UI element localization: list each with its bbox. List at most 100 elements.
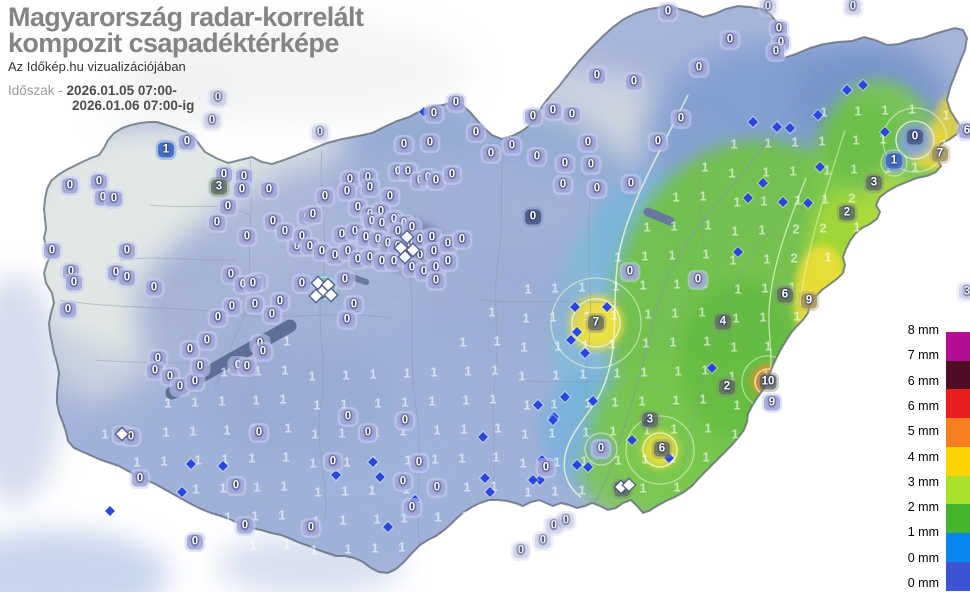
station-badge[interactable]: 0 bbox=[593, 441, 609, 457]
station-badge[interactable]: 0 bbox=[239, 229, 255, 245]
station-badge[interactable]: 0 bbox=[589, 68, 605, 84]
station-badge[interactable]: 0 bbox=[182, 342, 198, 358]
station-badge[interactable]: 0 bbox=[513, 543, 529, 559]
station-badge[interactable]: 7 bbox=[588, 315, 604, 331]
station-badge[interactable]: 0 bbox=[150, 351, 166, 367]
station-badge[interactable]: 0 bbox=[448, 95, 464, 111]
station-badge[interactable]: 0 bbox=[504, 138, 520, 154]
station-badge[interactable]: 0 bbox=[62, 178, 78, 194]
station-badge[interactable]: 0 bbox=[236, 169, 252, 185]
station-badge[interactable]: 7 bbox=[932, 146, 948, 162]
station-badge[interactable]: 0 bbox=[60, 302, 76, 318]
station-badge[interactable]: 0 bbox=[558, 513, 574, 529]
station-badge[interactable]: 0 bbox=[334, 227, 350, 243]
station-badge[interactable]: 0 bbox=[119, 270, 135, 286]
station-badge[interactable]: 0 bbox=[768, 44, 784, 60]
station-badge[interactable]: 0 bbox=[337, 272, 353, 288]
station-badge[interactable]: 0 bbox=[317, 189, 333, 205]
station-badge[interactable]: 0 bbox=[261, 182, 277, 198]
station-badge[interactable]: 2 bbox=[839, 205, 855, 221]
station-badge[interactable]: 0 bbox=[525, 209, 541, 225]
station-badge[interactable]: 0 bbox=[216, 167, 232, 183]
station-badge[interactable]: 0 bbox=[91, 174, 107, 190]
station-badge[interactable]: 0 bbox=[210, 310, 226, 326]
station-badge[interactable]: 0 bbox=[557, 156, 573, 172]
station-badge[interactable]: 0 bbox=[538, 460, 554, 476]
station-badge[interactable]: 0 bbox=[119, 243, 135, 259]
station-badge[interactable]: 0 bbox=[650, 134, 666, 150]
station-badge[interactable]: 0 bbox=[327, 248, 343, 264]
station-badge[interactable]: 0 bbox=[346, 297, 362, 313]
station-badge[interactable]: 0 bbox=[132, 471, 148, 487]
station-badge[interactable]: 0 bbox=[339, 312, 355, 328]
station-badge[interactable]: 0 bbox=[660, 4, 676, 20]
station-badge[interactable]: 0 bbox=[691, 60, 707, 76]
station-badge[interactable]: 2 bbox=[719, 379, 735, 395]
station-badge[interactable]: 0 bbox=[210, 90, 226, 106]
station-badge[interactable]: 0 bbox=[228, 478, 244, 494]
station-badge[interactable]: 0 bbox=[314, 244, 330, 260]
station-badge[interactable]: 0 bbox=[760, 0, 776, 15]
station-badge[interactable]: 6 bbox=[959, 123, 970, 139]
station-badge[interactable]: 0 bbox=[426, 106, 442, 122]
station-badge[interactable]: 0 bbox=[360, 425, 376, 441]
station-badge[interactable]: 0 bbox=[325, 454, 341, 470]
station-badge[interactable]: 0 bbox=[428, 173, 444, 189]
station-badge[interactable]: 0 bbox=[690, 272, 706, 288]
station-badge[interactable]: 0 bbox=[255, 344, 271, 360]
station-badge[interactable]: 10 bbox=[759, 374, 777, 390]
station-badge[interactable]: 0 bbox=[580, 135, 596, 151]
station-badge[interactable]: 0 bbox=[535, 533, 551, 549]
station-badge[interactable]: 0 bbox=[362, 180, 378, 196]
station-badge[interactable]: 0 bbox=[187, 534, 203, 550]
station-badge[interactable]: 9 bbox=[801, 293, 817, 309]
station-badge[interactable]: 0 bbox=[440, 236, 456, 252]
station-badge[interactable]: 0 bbox=[106, 191, 122, 207]
station-badge[interactable]: 0 bbox=[555, 177, 571, 193]
station-badge[interactable]: 0 bbox=[722, 32, 738, 48]
station-badge[interactable]: 0 bbox=[199, 333, 215, 349]
station-badge[interactable]: 1 bbox=[886, 153, 902, 169]
station-badge[interactable]: 0 bbox=[224, 299, 240, 315]
station-badge[interactable]: 0 bbox=[294, 276, 310, 292]
station-badge[interactable]: 0 bbox=[339, 184, 355, 200]
station-badge[interactable]: 0 bbox=[673, 111, 689, 127]
station-badge[interactable]: 0 bbox=[209, 215, 225, 231]
station-badge[interactable]: 0 bbox=[429, 480, 445, 496]
station-badge[interactable]: 0 bbox=[277, 224, 293, 240]
station-badge[interactable]: 0 bbox=[251, 425, 267, 441]
station-badge[interactable]: 0 bbox=[422, 135, 438, 151]
station-badge[interactable]: 1 bbox=[158, 142, 174, 158]
station-badge[interactable]: 0 bbox=[529, 149, 545, 165]
station-badge[interactable]: 6 bbox=[777, 287, 793, 303]
station-badge[interactable]: 0 bbox=[264, 307, 280, 323]
station-badge[interactable]: 0 bbox=[589, 181, 605, 197]
station-badge[interactable]: 4 bbox=[715, 314, 731, 330]
station-badge[interactable]: 0 bbox=[623, 176, 639, 192]
station-badge[interactable]: 0 bbox=[411, 455, 427, 471]
station-badge[interactable]: 0 bbox=[187, 374, 203, 390]
station-badge[interactable]: 0 bbox=[312, 125, 328, 141]
station-badge[interactable]: 0 bbox=[622, 264, 638, 280]
station-badge[interactable]: 0 bbox=[192, 359, 208, 375]
station-badge[interactable]: 0 bbox=[564, 107, 580, 123]
station-badge[interactable]: 0 bbox=[397, 413, 413, 429]
station-badge[interactable]: 3 bbox=[211, 179, 227, 195]
station-badge[interactable]: 0 bbox=[444, 167, 460, 183]
station-badge[interactable]: 6 bbox=[654, 441, 670, 457]
station-badge[interactable]: 0 bbox=[845, 0, 861, 15]
station-badge[interactable]: 0 bbox=[247, 297, 263, 313]
station-badge[interactable]: 3 bbox=[642, 412, 658, 428]
station-badge[interactable]: 0 bbox=[147, 363, 163, 379]
station-badge[interactable]: 0 bbox=[204, 113, 220, 129]
station-badge[interactable]: 0 bbox=[545, 103, 561, 119]
station-badge[interactable]: 0 bbox=[237, 518, 253, 534]
station-badge[interactable]: 0 bbox=[340, 409, 356, 425]
station-badge[interactable]: 3 bbox=[866, 175, 882, 191]
station-badge[interactable]: 0 bbox=[483, 146, 499, 162]
station-badge[interactable]: 9 bbox=[764, 395, 780, 411]
station-badge[interactable]: 0 bbox=[179, 134, 195, 150]
station-badge[interactable]: 0 bbox=[454, 232, 470, 248]
station-badge[interactable]: 0 bbox=[396, 137, 412, 153]
station-badge[interactable]: 0 bbox=[525, 109, 541, 125]
